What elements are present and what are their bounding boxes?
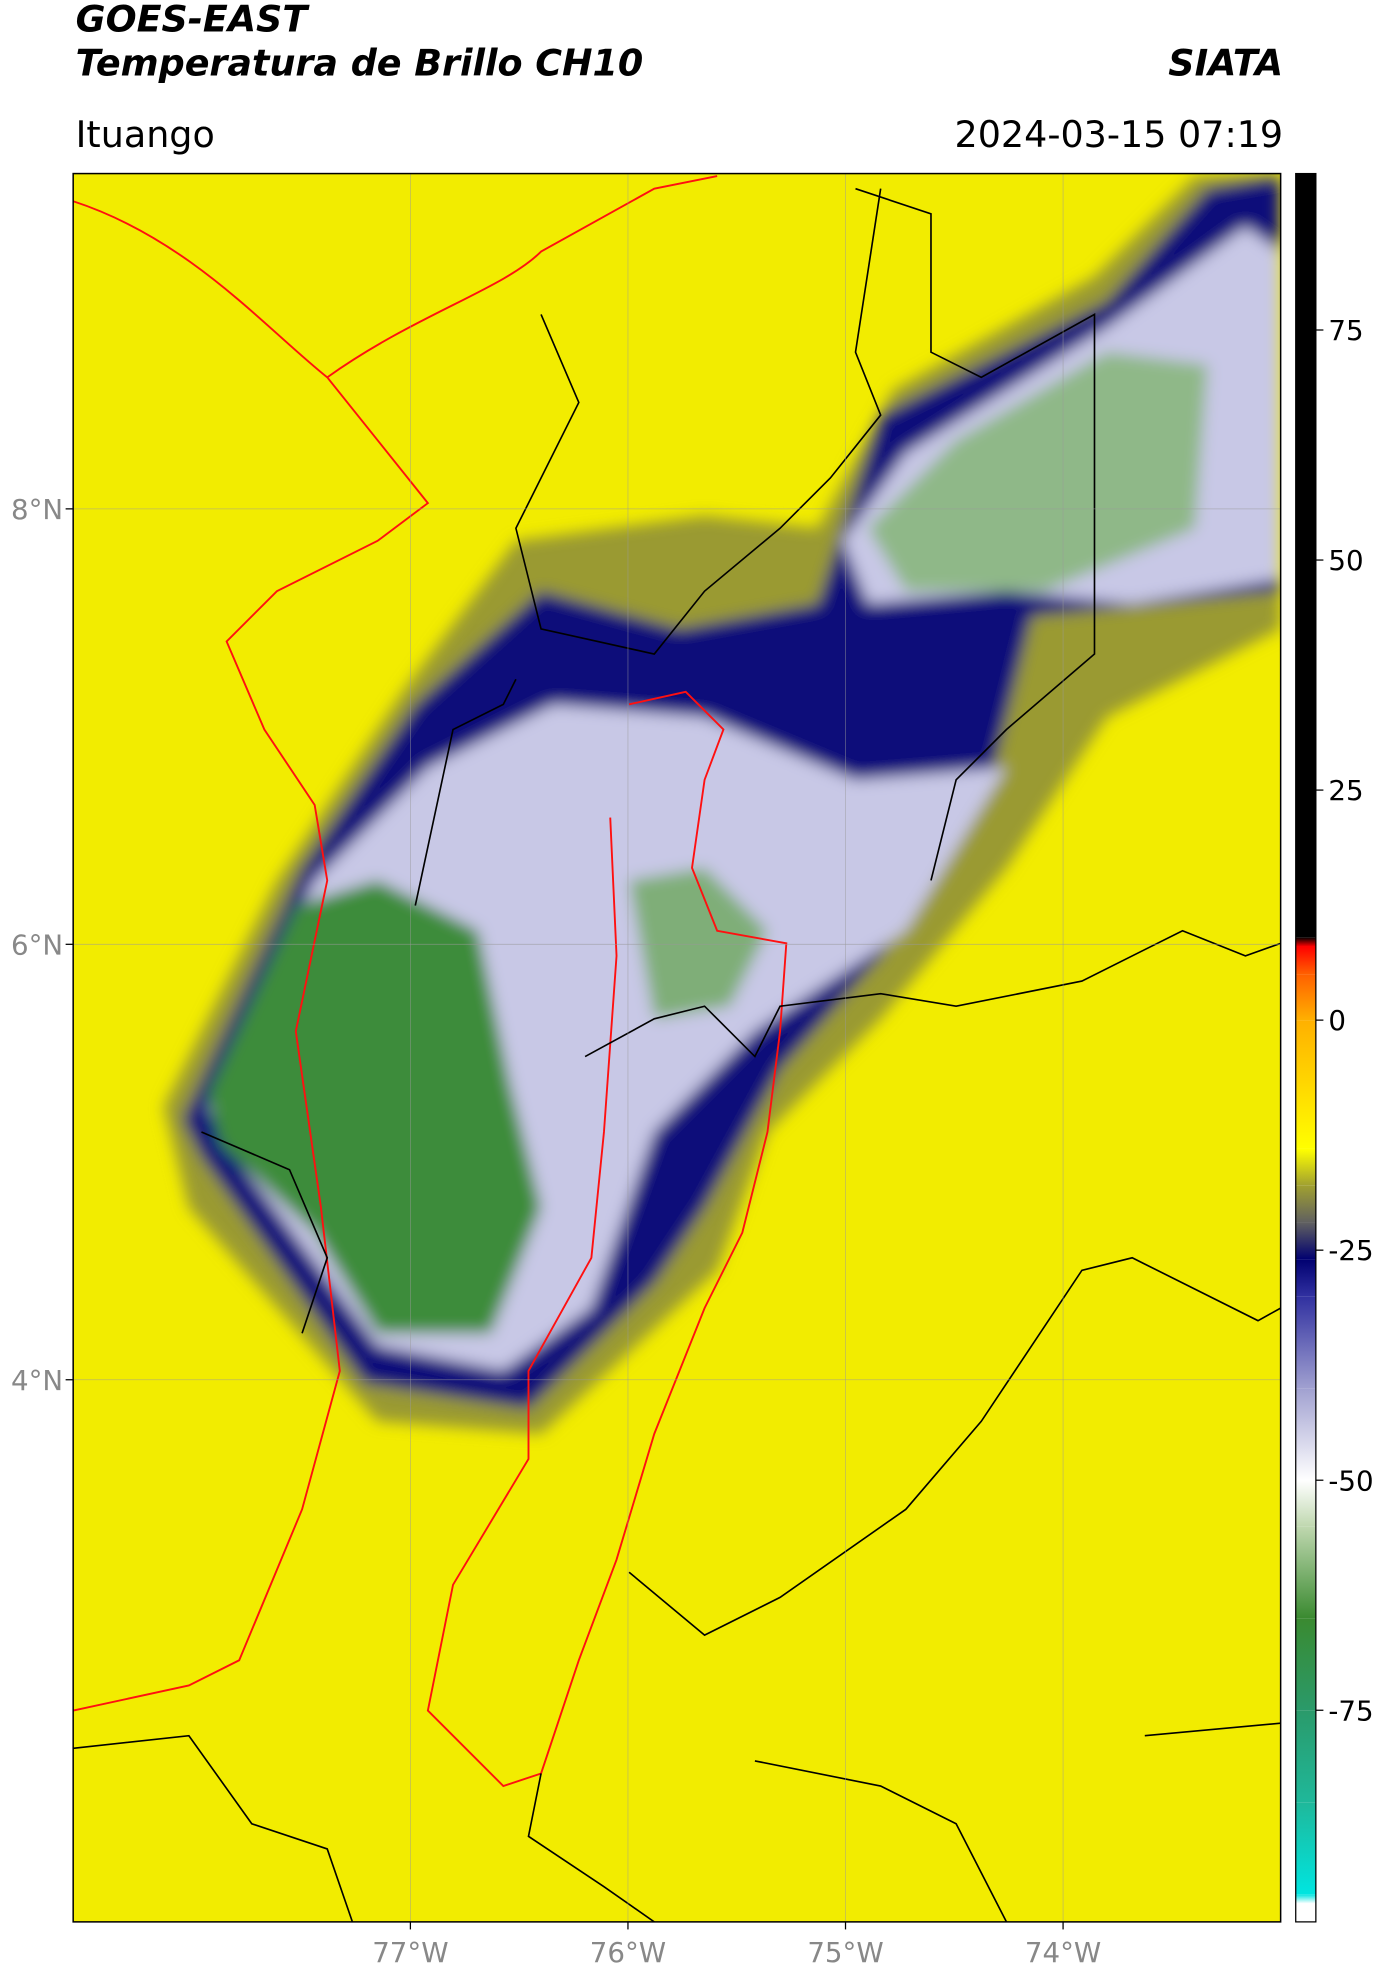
colorbar-segment xyxy=(1295,1526,1316,1619)
location: Ituango xyxy=(76,113,215,156)
map xyxy=(73,173,1281,1922)
colorbar-tick-label: -25 xyxy=(1328,1234,1373,1267)
colorbar-segment xyxy=(1295,1903,1316,1922)
colorbar-segment xyxy=(1295,1480,1316,1527)
y-tick-label: 8°N xyxy=(11,493,63,526)
colorbar-segment xyxy=(1295,1296,1316,1389)
colorbar-tick-label: -50 xyxy=(1328,1464,1373,1497)
colorbar-tick-label: 50 xyxy=(1328,544,1363,577)
colorbar-frame xyxy=(1295,172,1317,1923)
colorbar-segment xyxy=(1295,1148,1316,1186)
x-tick-label: 76°W xyxy=(590,1936,666,1969)
colorbar-segment xyxy=(1295,1185,1316,1223)
x-tick-label: 77°W xyxy=(372,1936,448,1969)
red-boundaries xyxy=(73,175,788,1788)
y-tick-label: 4°N xyxy=(11,1364,63,1397)
colorbar-segment xyxy=(1295,946,1316,975)
colorbar-tick-label: -75 xyxy=(1328,1694,1373,1727)
black-boundaries xyxy=(73,187,1281,1922)
cloud-field xyxy=(163,173,1281,1434)
source: SIATA xyxy=(1168,41,1283,84)
map-frame xyxy=(72,172,1282,1923)
colorbar-segment xyxy=(1295,173,1316,938)
colorbar-segment xyxy=(1295,1802,1316,1895)
colorbar-segment xyxy=(1295,1618,1316,1711)
colorbar: 75 50 25 0 -25 -50 -75 xyxy=(1295,173,1374,1922)
x-tick-label: 75°W xyxy=(807,1936,883,1969)
colorbar-segment xyxy=(1295,974,1316,1021)
colorbar-segment xyxy=(1295,1388,1316,1481)
colorbar-segment xyxy=(1295,1222,1316,1260)
colorbar-segment xyxy=(1295,1894,1316,1904)
subtitle: Temperatura de Brillo CH10 xyxy=(76,41,644,84)
colorbar-segment xyxy=(1295,1710,1316,1803)
datetime: 2024-03-15 07:19 xyxy=(955,113,1284,156)
colorbar-tick-label: 75 xyxy=(1328,314,1363,347)
colorbar-segment xyxy=(1295,1020,1316,1149)
colorbar-segment xyxy=(1295,937,1316,947)
colorbar-tick-label: 25 xyxy=(1328,774,1363,807)
grid: 77°W 76°W 75°W 74°W 8°N 6°N 4°N xyxy=(11,173,1281,1969)
title: GOES-EAST xyxy=(76,0,311,40)
colorbar-tick-label: 0 xyxy=(1328,1004,1346,1037)
colorbar-segment xyxy=(1295,1259,1316,1297)
y-tick-label: 6°N xyxy=(11,928,63,961)
x-tick-label: 74°W xyxy=(1025,1936,1101,1969)
